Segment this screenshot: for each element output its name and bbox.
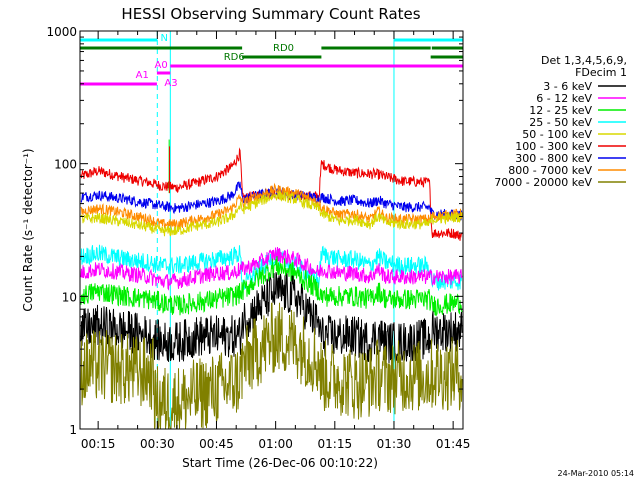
series-line-5 [80, 246, 463, 291]
series-line-3 [80, 190, 463, 237]
plot-frame [79, 30, 464, 430]
series-line-2 [80, 182, 463, 230]
legend-label-1: 6 - 12 keV [536, 92, 592, 105]
legend-label-6: 300 - 800 keV [515, 152, 592, 165]
legend-label-8: 7000 - 20000 keV [494, 176, 592, 189]
x-tick-label-1: 00:30 [140, 437, 175, 451]
x-axis: 00:15 00:30 00:45 01:00 01:15 01:30 01:45 [81, 31, 471, 451]
legend-label-2: 12 - 25 keV [529, 104, 592, 117]
series-layer [80, 139, 463, 430]
y-tick-label-1: 10 [62, 290, 77, 304]
x-tick-label-0: 00:15 [81, 437, 116, 451]
y-axis-label: Count Rate (s⁻¹ detector⁻¹) [21, 148, 35, 311]
legend-header-0: Det 1,3,4,5,6,9, [541, 54, 627, 67]
series-line-8 [80, 302, 463, 430]
legend-label-3: 25 - 50 keV [529, 116, 592, 129]
x-tick-label-3: 01:00 [258, 437, 293, 451]
state-label-2: RD6 [224, 52, 245, 63]
legend-header-1: FDecim 1 [575, 66, 627, 79]
state-label-4: A1 [136, 70, 149, 81]
state-label-3: A0 [155, 60, 168, 71]
state-label-1: RD0 [273, 43, 294, 54]
legend-label-7: 800 - 7000 keV [508, 164, 592, 177]
chart-title: HESSI Observing Summary Count Rates [121, 5, 420, 23]
y-tick-label-3: 1000 [46, 25, 77, 39]
legend-label-4: 50 - 100 keV [522, 128, 592, 141]
legend-label-5: 100 - 300 keV [515, 140, 592, 153]
state-label-5: A3 [164, 78, 177, 89]
x-tick-label-5: 01:30 [377, 437, 412, 451]
y-tick-label-0: 1 [69, 423, 77, 437]
series-line-6 [80, 255, 463, 316]
footer-date: 24-Mar-2010 05:14 [558, 469, 635, 478]
legend-label-0: 3 - 6 keV [543, 80, 592, 93]
x-tick-label-2: 00:45 [199, 437, 234, 451]
x-tick-label-4: 01:15 [318, 437, 353, 451]
x-axis-label: Start Time (26-Dec-06 00:10:22) [182, 456, 378, 470]
state-bars: N RD0 RD6 A0 A1 A3 [80, 33, 463, 89]
y-tick-label-2: 100 [54, 158, 77, 172]
y-axis: 1 10 100 1000 [46, 25, 463, 437]
state-label-0: N [160, 33, 167, 44]
x-tick-label-6: 01:45 [436, 437, 471, 451]
